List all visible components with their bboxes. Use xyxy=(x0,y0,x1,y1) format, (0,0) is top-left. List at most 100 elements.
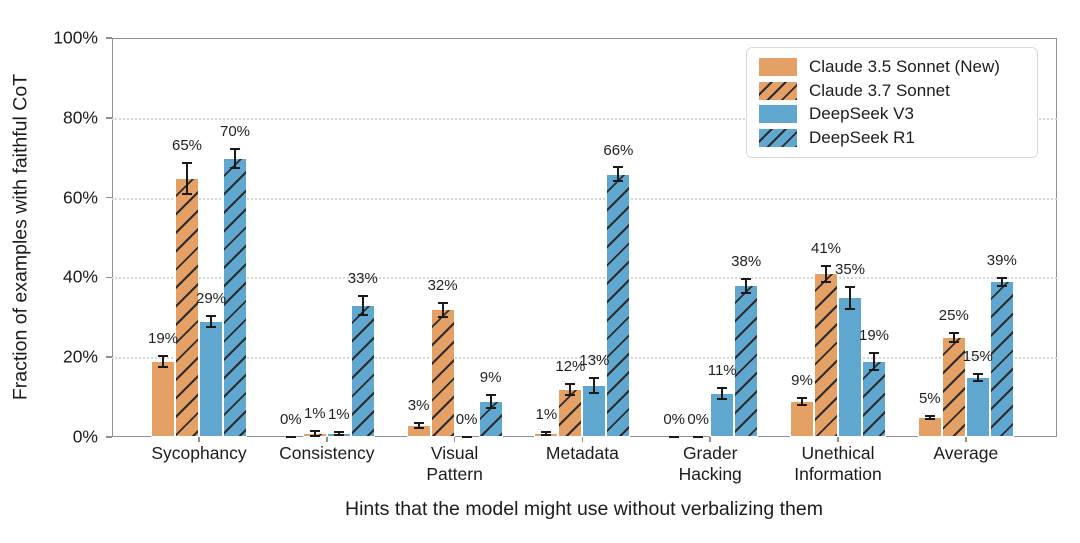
xtick-mark-sycophancy xyxy=(198,437,200,442)
bar-value-label-deepseek-v3-consistency: 1% xyxy=(327,406,350,424)
ytick-mark-80 xyxy=(106,117,112,119)
errorbar-cap xyxy=(309,430,320,433)
legend-item-deepseek-r1: DeepSeek R1 xyxy=(759,128,1025,148)
xtick-label-consistency: Consistency xyxy=(279,443,375,463)
bar-value-label-deepseek-r1-sycophancy: 70% xyxy=(219,122,251,140)
bar-value-label-deepseek-v3-grader-hacking: 11% xyxy=(707,362,737,380)
errorbar-cap xyxy=(948,341,959,344)
errorbar-cap xyxy=(357,295,368,298)
bar-claude-3-7-sonnet-visual-pattern xyxy=(430,309,455,437)
gridline-80 xyxy=(112,117,1057,120)
bar-value-label-claude-3-5-sonnet-new-visual-pattern: 3% xyxy=(407,396,430,414)
xtick-label-metadata: Metadata xyxy=(545,443,619,463)
errorbar-cap xyxy=(158,366,168,369)
errorbar-cap xyxy=(230,147,240,150)
errorbar-cap xyxy=(230,166,240,169)
bar-value-label-deepseek-v3-sycophancy: 29% xyxy=(195,290,227,308)
errorbar-deepseek-r1-average xyxy=(1000,276,1003,287)
legend-swatch-claude-3-7-sonnet xyxy=(759,81,797,100)
errorbar-cap xyxy=(285,436,296,438)
bar-claude-3-5-sonnet-new-unethical-information xyxy=(790,401,814,437)
ytick-mark-100 xyxy=(106,37,112,39)
xtick-label-unethical-information: Unethical Information xyxy=(794,443,882,484)
bar-deepseek-v3-grader-hacking xyxy=(710,393,735,437)
errorbar-cap xyxy=(333,431,344,433)
y-axis-title: Fraction of examples with faithful CoT xyxy=(9,73,32,401)
errorbar-deepseek-v3-unethical-information xyxy=(849,286,851,309)
errorbar-cap xyxy=(461,436,472,438)
errorbar-deepseek-r1-grader-hacking xyxy=(745,278,748,293)
errorbar-claude-3-7-sonnet-visual-pattern xyxy=(441,302,444,317)
bar-deepseek-r1-grader-hacking xyxy=(734,285,759,437)
errorbar-cap xyxy=(869,368,879,371)
errorbar-cap xyxy=(182,192,192,195)
legend-swatch-deepseek-v3 xyxy=(759,105,797,124)
bar-claude-3-7-sonnet-unethical-information xyxy=(814,273,838,437)
ytick-mark-20 xyxy=(106,356,112,358)
bar-value-label-claude-3-7-sonnet-metadata: 12% xyxy=(555,358,586,376)
errorbar-cap xyxy=(357,314,368,317)
bar-value-label-claude-3-5-sonnet-new-average: 5% xyxy=(918,389,941,407)
xtick-mark-grader-hacking xyxy=(709,437,711,442)
errorbar-cap xyxy=(797,397,807,400)
errorbar-cap xyxy=(821,281,831,284)
errorbar-cap xyxy=(845,307,855,310)
errorbar-cap xyxy=(797,404,807,407)
ytick-label-40: 40% xyxy=(62,266,98,287)
errorbar-cap xyxy=(924,418,935,421)
bar-value-label-deepseek-v3-visual-pattern: 0% xyxy=(455,411,478,429)
bar-deepseek-v3-unethical-information xyxy=(838,297,862,437)
bar-claude-3-5-sonnet-new-sycophancy xyxy=(151,361,175,437)
errorbar-cap xyxy=(613,166,624,169)
errorbar-deepseek-v3-grader-hacking xyxy=(721,387,724,400)
errorbar-deepseek-r1-metadata xyxy=(617,166,620,181)
errorbar-deepseek-v3-sycophancy xyxy=(210,315,212,328)
errorbar-claude-3-7-sonnet-sycophancy xyxy=(186,161,188,194)
bar-value-label-claude-3-5-sonnet-new-sycophancy: 19% xyxy=(147,330,179,348)
errorbar-cap xyxy=(485,407,496,410)
errorbar-cap xyxy=(996,285,1007,288)
errorbar-cap xyxy=(741,278,752,281)
errorbar-claude-3-5-sonnet-new-visual-pattern xyxy=(417,421,420,429)
bar-value-label-deepseek-v3-metadata: 13% xyxy=(579,352,610,370)
plot-area: 19% 65% 29% 70% 0% 1% 1% 33% 3% 32% 0% 9% 1% 12% 13% 66… xyxy=(112,38,1057,439)
errorbar-cap xyxy=(309,434,320,437)
errorbar-cap xyxy=(996,276,1007,279)
ytick-label-20: 20% xyxy=(62,346,98,367)
gridline-20 xyxy=(112,357,1057,360)
legend-swatch-deepseek-r1 xyxy=(759,129,797,148)
bar-value-label-deepseek-r1-visual-pattern: 9% xyxy=(479,368,502,386)
errorbar-claude-3-7-sonnet-unethical-information xyxy=(825,264,827,283)
errorbar-cap xyxy=(158,355,168,358)
errorbar-cap xyxy=(717,398,728,401)
errorbar-cap xyxy=(413,421,424,424)
errorbar-cap xyxy=(565,383,576,386)
errorbar-cap xyxy=(565,394,576,397)
bar-deepseek-r1-consistency xyxy=(350,305,375,437)
xtick-mark-consistency xyxy=(326,437,328,442)
errorbar-cap xyxy=(437,302,448,305)
ytick-mark-0 xyxy=(106,436,112,438)
gridline-60 xyxy=(112,197,1057,200)
xtick-label-grader-hacking: Grader Hacking xyxy=(678,443,742,484)
xtick-mark-visual-pattern xyxy=(453,437,456,442)
legend: Claude 3.5 Sonnet (New) Claude 3.7 Sonnet… xyxy=(746,47,1038,158)
errorbar-claude-3-5-sonnet-new-unethical-information xyxy=(801,397,803,406)
xtick-label-visual-pattern: Visual Pattern xyxy=(426,443,483,484)
bar-value-label-claude-3-7-sonnet-grader-hacking: 0% xyxy=(687,411,710,429)
errorbar-cap xyxy=(485,393,496,396)
ytick-label-0: 0% xyxy=(72,426,98,447)
bar-deepseek-v3-average xyxy=(965,377,990,437)
errorbar-claude-3-7-sonnet-metadata xyxy=(569,383,572,396)
errorbar-cap xyxy=(182,161,192,164)
errorbar-cap xyxy=(541,433,552,436)
xtick-mark-unethical-information xyxy=(837,437,839,442)
bar-deepseek-r1-metadata xyxy=(606,173,631,437)
ytick-label-60: 60% xyxy=(62,187,98,208)
errorbar-cap xyxy=(437,315,448,318)
legend-label-deepseek-v3: DeepSeek V3 xyxy=(809,104,914,124)
errorbar-cap xyxy=(948,332,959,335)
bar-deepseek-r1-unethical-information xyxy=(862,361,886,437)
bar-value-label-deepseek-v3-unethical-information: 35% xyxy=(834,261,866,279)
